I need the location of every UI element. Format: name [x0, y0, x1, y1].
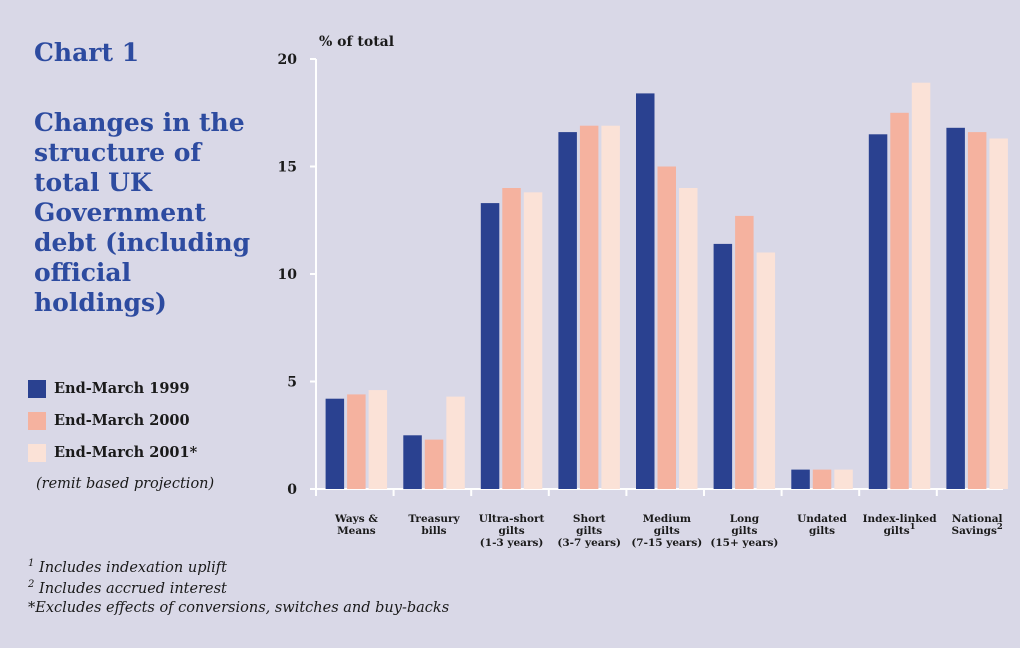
- bar-series-2-cat-7: [812, 469, 832, 489]
- bar-series-1-cat-9: [946, 127, 965, 490]
- category-label-2: Treasury bills: [408, 513, 460, 537]
- category-label-7: Undated gilts: [797, 513, 847, 537]
- y-tick-label: 0: [287, 482, 297, 498]
- y-tick-label: 15: [278, 160, 297, 176]
- category-label-5: Medium gilts (7-15 years): [631, 513, 702, 549]
- footnote-3-text: *Excludes effects of conversions, switch…: [28, 600, 450, 616]
- bar-series-3-cat-2: [446, 396, 465, 489]
- bar-series-1-cat-2: [403, 435, 422, 490]
- bar-series-2-cat-2: [424, 439, 444, 489]
- legend-swatch-2000: [28, 412, 46, 430]
- y-tick-label: 20: [278, 52, 298, 68]
- category-label-6: Long gilts (15+ years): [710, 513, 778, 549]
- legend-label-2001: End-March 2001*: [54, 444, 198, 461]
- bar-series-3-cat-4: [601, 125, 620, 489]
- y-tick-label: 5: [287, 375, 297, 391]
- bar-series-2-cat-1: [347, 394, 366, 489]
- bar-series-1-cat-8: [868, 134, 888, 490]
- bar-series-2-cat-4: [579, 125, 599, 489]
- bar-series-2-cat-5: [657, 166, 676, 489]
- bar-series-2-cat-3: [502, 188, 521, 489]
- footnote-1-text: Includes indexation uplift: [34, 559, 227, 576]
- category-label-8: Index-linked gilts1: [863, 513, 938, 537]
- bar-series-1-cat-1: [325, 398, 345, 489]
- bar-series-3-cat-1: [368, 390, 388, 489]
- footnote-2-mark: 2: [28, 579, 35, 590]
- bar-series-3-cat-9: [989, 138, 1008, 489]
- bar-series-3-cat-6: [756, 252, 776, 489]
- footnote-1: 1 Includes indexation uplift: [28, 558, 449, 579]
- footnote-1-mark: 1: [28, 558, 35, 569]
- bar-series-3-cat-7: [834, 469, 853, 489]
- bar-series-1-cat-4: [558, 132, 577, 489]
- bar-series-3-cat-8: [911, 82, 931, 489]
- bar-series-3-cat-3: [523, 192, 543, 490]
- bar-series-2-cat-8: [890, 112, 909, 490]
- bar-series-2-cat-9: [967, 132, 987, 489]
- category-labels: Ways & Means Treasury bills Ultra-short gilts…: [334, 513, 1003, 549]
- y-axis-label: % of total: [319, 34, 394, 50]
- bar-series-1-cat-6: [713, 243, 733, 489]
- category-label-9: National Savings2: [952, 513, 1003, 537]
- category-label-4: Short gilts (3-7 years): [557, 513, 621, 549]
- y-tick-label: 10: [278, 267, 298, 283]
- footnotes: 1 Includes indexation uplift 2 Includes …: [28, 558, 449, 621]
- chart-subtitle: Changes in the structure of total UK Gov…: [34, 108, 251, 317]
- bar-series-3-cat-5: [679, 188, 698, 489]
- legend-note: (remit based projection): [36, 476, 215, 492]
- bar-series-1-cat-3: [480, 203, 500, 489]
- legend-swatch-1999: [28, 380, 46, 398]
- bar-series-2-cat-6: [735, 215, 754, 489]
- footnote-2-text: Includes accrued interest: [34, 580, 227, 597]
- chart-title: Chart 1: [34, 38, 140, 67]
- bars: [325, 82, 1008, 490]
- bar-series-1-cat-7: [791, 469, 810, 489]
- legend-swatch-2001: [28, 444, 46, 462]
- footnote-3: *Excludes effects of conversions, switch…: [28, 600, 449, 621]
- legend-label-1999: End-March 1999: [54, 380, 190, 397]
- legend-label-2000: End-March 2000: [54, 412, 190, 429]
- footnote-2: 2 Includes accrued interest: [28, 579, 449, 600]
- bar-series-1-cat-5: [636, 93, 655, 490]
- category-label-1: Ways & Means: [334, 513, 378, 537]
- category-label-3: Ultra-short gilts (1-3 years): [479, 513, 545, 549]
